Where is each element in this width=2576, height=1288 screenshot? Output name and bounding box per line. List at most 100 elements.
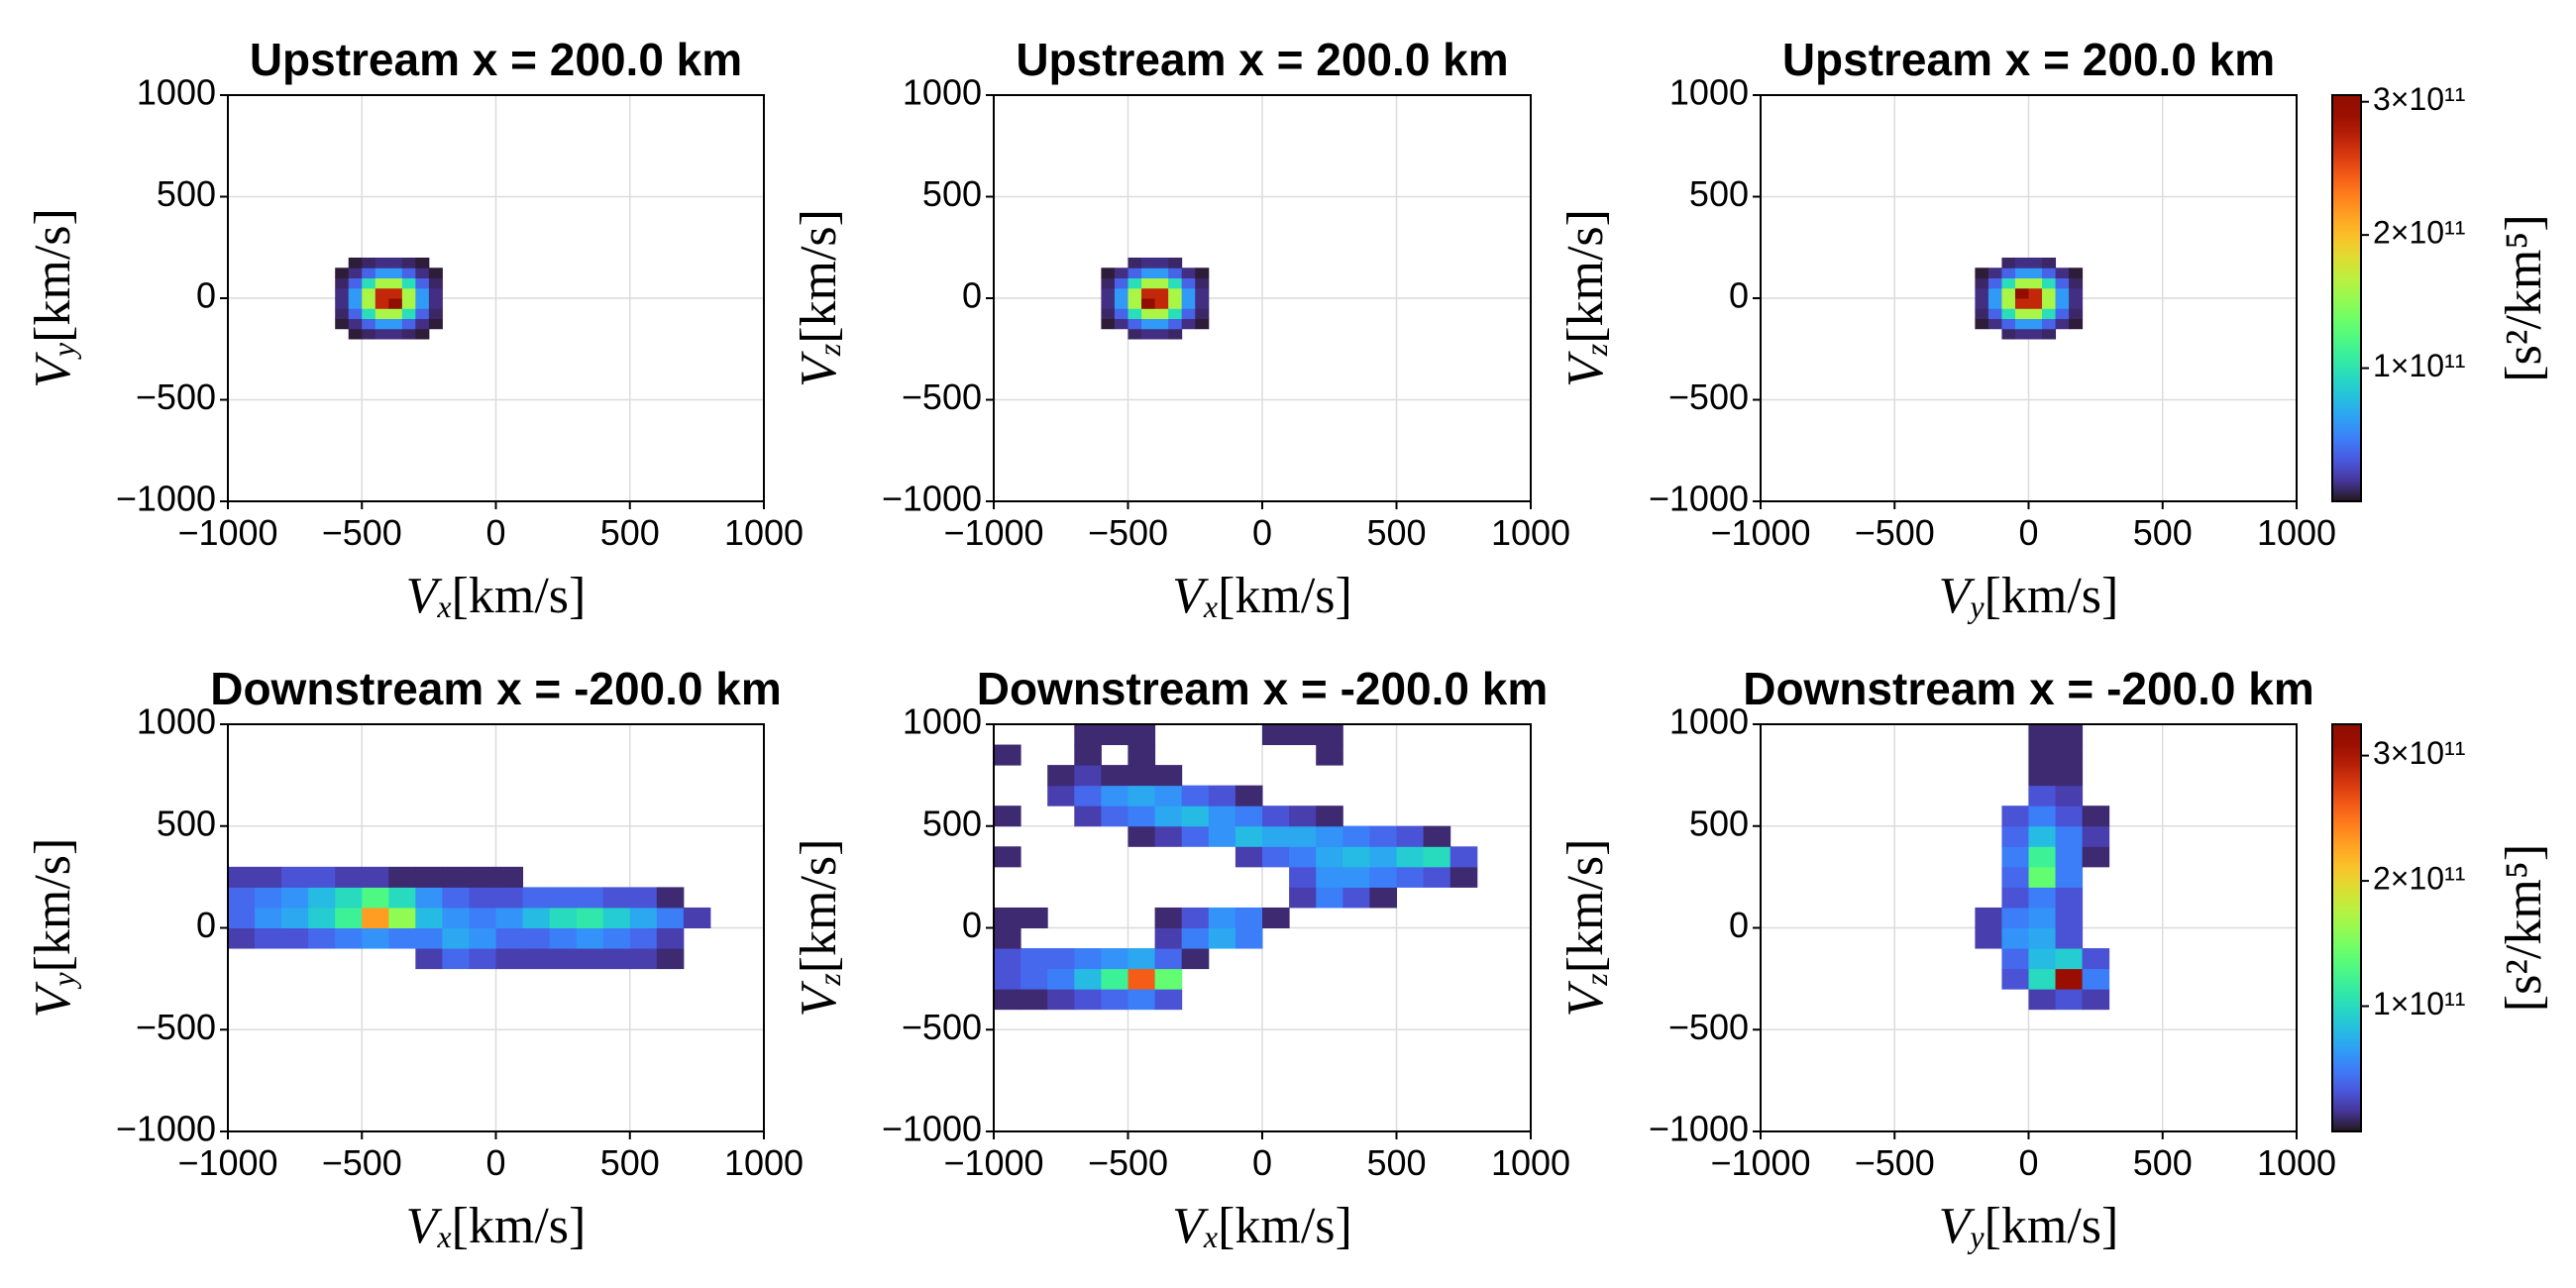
- x-tick-label: 500: [1366, 1142, 1426, 1183]
- heatmap-cell: [2001, 298, 2016, 309]
- heatmap-cell: [994, 989, 1021, 1011]
- heatmap-cell: [2014, 258, 2029, 268]
- heatmap-cell: [255, 866, 282, 888]
- heatmap-cell: [2001, 887, 2029, 909]
- heatmap-cell: [2055, 287, 2070, 299]
- heatmap-cell: [428, 287, 443, 299]
- x-axis-label: Vy[km/s]: [1939, 568, 2119, 624]
- heatmap-cell: [2001, 866, 2029, 888]
- heatmap-cell: [1127, 298, 1142, 309]
- heatmap-cell: [2001, 277, 2016, 289]
- heatmap-cell: [469, 927, 496, 949]
- heatmap-cell: [1342, 887, 1370, 909]
- heatmap-cell: [388, 298, 403, 309]
- y-tick-label: 500: [1689, 173, 1749, 214]
- heatmap-cell: [1074, 805, 1102, 827]
- heatmap-cell: [1208, 825, 1236, 847]
- heatmap-cell: [1181, 298, 1196, 309]
- y-tick-label: 500: [922, 173, 982, 214]
- heatmap-cell: [2014, 308, 2029, 319]
- heatmap-cell: [281, 927, 309, 949]
- heatmap-cell: [1289, 805, 1317, 827]
- heatmap-cell: [1154, 308, 1169, 319]
- label-subscript: z: [1578, 973, 1614, 987]
- y-tick-label: −1000: [116, 479, 216, 519]
- heatmap-cell: [1154, 298, 1169, 309]
- heatmap-cell: [2014, 268, 2029, 278]
- heatmap-cell: [401, 328, 416, 340]
- heatmap-cell: [2028, 968, 2057, 990]
- heatmap-cell: [1114, 287, 1128, 299]
- y-tick-label: 500: [922, 803, 982, 843]
- heatmap-cell: [2001, 825, 2029, 847]
- heatmap-cell: [1262, 846, 1290, 868]
- label-symbol: V: [1557, 980, 1614, 1017]
- heatmap-cell: [442, 907, 470, 928]
- x-tick-label: 1000: [2257, 512, 2336, 553]
- plot-frame: [227, 723, 765, 1132]
- heatmap-cell: [1127, 785, 1156, 806]
- heatmap-cell: [1141, 308, 1156, 319]
- heatmap-cell: [2028, 927, 2057, 949]
- heatmap-cell: [1234, 907, 1263, 928]
- colorbar-tick-label: 1×10¹¹: [2373, 986, 2465, 1021]
- heatmap-cell: [1289, 846, 1317, 868]
- heatmap-cell: [2001, 258, 2016, 268]
- heatmap-cell: [2028, 268, 2043, 278]
- heatmap-cell: [656, 927, 685, 949]
- heatmap-cell: [1047, 785, 1075, 806]
- heatmap-cell: [2055, 968, 2084, 990]
- heatmap-cell: [348, 298, 363, 309]
- heatmap-cell: [388, 866, 416, 888]
- heatmap-cell: [1127, 765, 1156, 787]
- heatmap-cell: [1047, 989, 1075, 1011]
- y-axis-label: Vz[km/s]: [1557, 839, 1614, 1018]
- heatmap-cell: [1396, 846, 1425, 868]
- heatmap-cell: [1168, 268, 1183, 278]
- heatmap-cell: [335, 907, 363, 928]
- heatmap-cell: [1975, 277, 1989, 289]
- label-subscript: y: [1967, 1219, 1985, 1254]
- heatmap-cell: [388, 287, 403, 299]
- heatmap-cell: [255, 887, 282, 909]
- heatmap-cell: [335, 268, 350, 278]
- x-tick-label: 500: [600, 512, 660, 553]
- heatmap-cell: [2082, 989, 2110, 1011]
- colorbar-tick-label: 3×10¹¹: [2373, 735, 2465, 771]
- heatmap-cell: [1020, 968, 1048, 990]
- heatmap-cell: [1141, 298, 1156, 309]
- heatmap-cell: [2069, 318, 2084, 330]
- heatmap-cell: [2042, 277, 2057, 289]
- chart-title: Downstream x = -200.0 km: [210, 663, 782, 714]
- heatmap-cell: [308, 866, 336, 888]
- heatmap-cell: [1154, 328, 1169, 340]
- heatmap-cell: [1114, 277, 1128, 289]
- heatmap-cell: [495, 927, 524, 949]
- x-tick-label: −1000: [177, 1142, 277, 1183]
- heatmap-cell: [375, 298, 389, 309]
- heatmap-cell: [1423, 866, 1451, 888]
- heatmap-cell: [1168, 308, 1183, 319]
- heatmap-cell: [1369, 887, 1397, 909]
- x-tick-label: 0: [485, 512, 505, 553]
- heatmap-cell: [1987, 308, 2002, 319]
- heatmap-cell: [2014, 298, 2029, 309]
- x-tick-label: −500: [1088, 512, 1168, 553]
- heatmap-cell: [2069, 298, 2084, 309]
- heatmap-cell: [2082, 825, 2110, 847]
- heatmap-cell: [576, 948, 604, 970]
- heatmap-cell: [228, 907, 256, 928]
- y-tick-label: −500: [136, 376, 216, 417]
- heatmap-cell: [2055, 948, 2084, 970]
- heatmap-cell: [335, 277, 350, 289]
- heatmap-cell: [1316, 887, 1343, 909]
- heatmap-cell: [1154, 968, 1183, 990]
- label-subscript: y: [46, 972, 81, 990]
- heatmap-cell: [1168, 277, 1183, 289]
- heatmap-cell: [401, 308, 416, 319]
- heatmap-cell: [1101, 277, 1116, 289]
- heatmap-cell: [281, 907, 309, 928]
- heatmap-cell: [1987, 298, 2002, 309]
- heatmap-cell: [1234, 805, 1263, 827]
- heatmap-cell: [2055, 866, 2084, 888]
